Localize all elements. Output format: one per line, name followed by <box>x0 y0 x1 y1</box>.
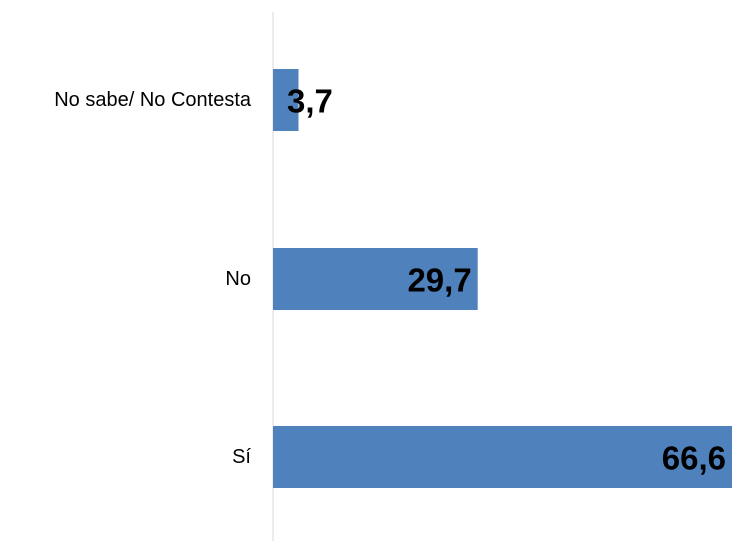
data-labels-group: 3,7 29,7 66,6 <box>287 83 726 477</box>
bar <box>273 248 478 310</box>
data-label: 66,6 <box>662 440 726 477</box>
category-label: Sí <box>232 446 251 468</box>
bars-group <box>273 69 732 488</box>
category-label: No <box>225 268 251 290</box>
data-label: 3,7 <box>287 83 333 120</box>
category-label: No sabe/ No Contesta <box>54 89 252 111</box>
category-labels-group: No sabe/ No Contesta No Sí <box>54 89 252 468</box>
data-label: 29,7 <box>407 262 471 299</box>
bar <box>273 426 732 488</box>
bar <box>273 69 299 131</box>
